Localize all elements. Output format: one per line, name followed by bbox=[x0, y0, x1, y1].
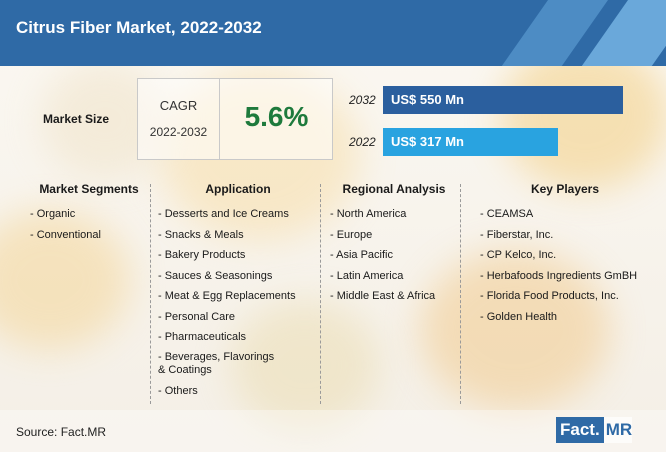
list-item: - Fiberstar, Inc. bbox=[480, 228, 554, 241]
key-players-column: Key Players - CEAMSA - Fiberstar, Inc. -… bbox=[470, 182, 660, 407]
list-item: - Desserts and Ice Creams bbox=[158, 208, 289, 220]
list-item: - Organic bbox=[30, 208, 76, 220]
list-item-line: & Coatings bbox=[158, 363, 212, 376]
application-column: Application - Desserts and Ice Creams - … bbox=[158, 182, 318, 407]
list-item: - Bakery Products bbox=[158, 249, 246, 261]
list-item: - Asia Pacific bbox=[330, 249, 393, 261]
list-item: - CP Kelco, Inc. bbox=[480, 249, 557, 261]
list-item: - Herbafoods Ingredients GmBH bbox=[480, 269, 638, 282]
bar-2022: US$ 317 Mn bbox=[383, 128, 558, 156]
list-item: - Europe bbox=[330, 228, 373, 241]
logo-part-fact: Fact. bbox=[556, 417, 604, 443]
key-players-heading: Key Players bbox=[530, 182, 600, 196]
column-divider bbox=[320, 184, 321, 404]
cagr-value: 5.6% bbox=[244, 101, 309, 132]
list-item: - Conventional bbox=[30, 228, 101, 241]
list-item: - Golden Health bbox=[480, 310, 558, 323]
list-item: - Others bbox=[158, 384, 198, 397]
logo-part-mr: MR bbox=[603, 417, 633, 443]
header-banner: Citrus Fiber Market, 2022-2032 bbox=[0, 0, 666, 66]
list-item: - Beverages, Flavorings & Coatings bbox=[158, 348, 318, 381]
factmr-logo: Fact. MR bbox=[556, 417, 633, 443]
column-divider bbox=[460, 184, 461, 404]
cagr-period: 2022-2032 bbox=[149, 125, 208, 139]
list-item: - Latin America bbox=[330, 269, 404, 282]
market-segments-column: Market Segments - Organic - Conventional bbox=[30, 182, 148, 407]
bar-year-2032: 2032 bbox=[349, 93, 376, 107]
list-item: - North America bbox=[330, 208, 407, 220]
footer bbox=[0, 410, 666, 452]
regional-analysis-column: Regional Analysis - North America - Euro… bbox=[330, 182, 458, 407]
page-title: Citrus Fiber Market, 2022-2032 bbox=[16, 18, 262, 37]
bar-2032: US$ 550 Mn bbox=[383, 86, 623, 114]
regional-analysis-heading: Regional Analysis bbox=[342, 182, 446, 196]
list-item: - Meat & Egg Replacements bbox=[158, 290, 296, 302]
list-item: - Florida Food Products, Inc. bbox=[480, 290, 619, 302]
market-size-label: Market Size bbox=[43, 112, 110, 126]
cagr-label-cell: CAGR 2022-2032 bbox=[138, 79, 220, 159]
source-text: Source: Fact.MR bbox=[16, 425, 107, 439]
list-item: - Sauces & Seasonings bbox=[158, 269, 273, 282]
list-item: - CEAMSA bbox=[480, 208, 534, 220]
cagr-label: CAGR bbox=[159, 98, 198, 113]
list-item-line: - Beverages, Flavorings bbox=[158, 350, 275, 363]
application-heading: Application bbox=[205, 182, 271, 196]
list-item: - Personal Care bbox=[158, 310, 236, 323]
list-item: - Middle East & Africa bbox=[330, 290, 436, 302]
list-item: - Pharmaceuticals bbox=[158, 331, 247, 343]
cagr-box: CAGR 2022-2032 5.6% bbox=[137, 78, 333, 160]
bar-year-2022: 2022 bbox=[349, 135, 376, 149]
market-segments-heading: Market Segments bbox=[39, 182, 139, 196]
list-item: - Snacks & Meals bbox=[158, 228, 244, 241]
column-divider bbox=[150, 184, 151, 404]
segment-columns: Market Segments - Organic - Conventional… bbox=[0, 182, 666, 407]
